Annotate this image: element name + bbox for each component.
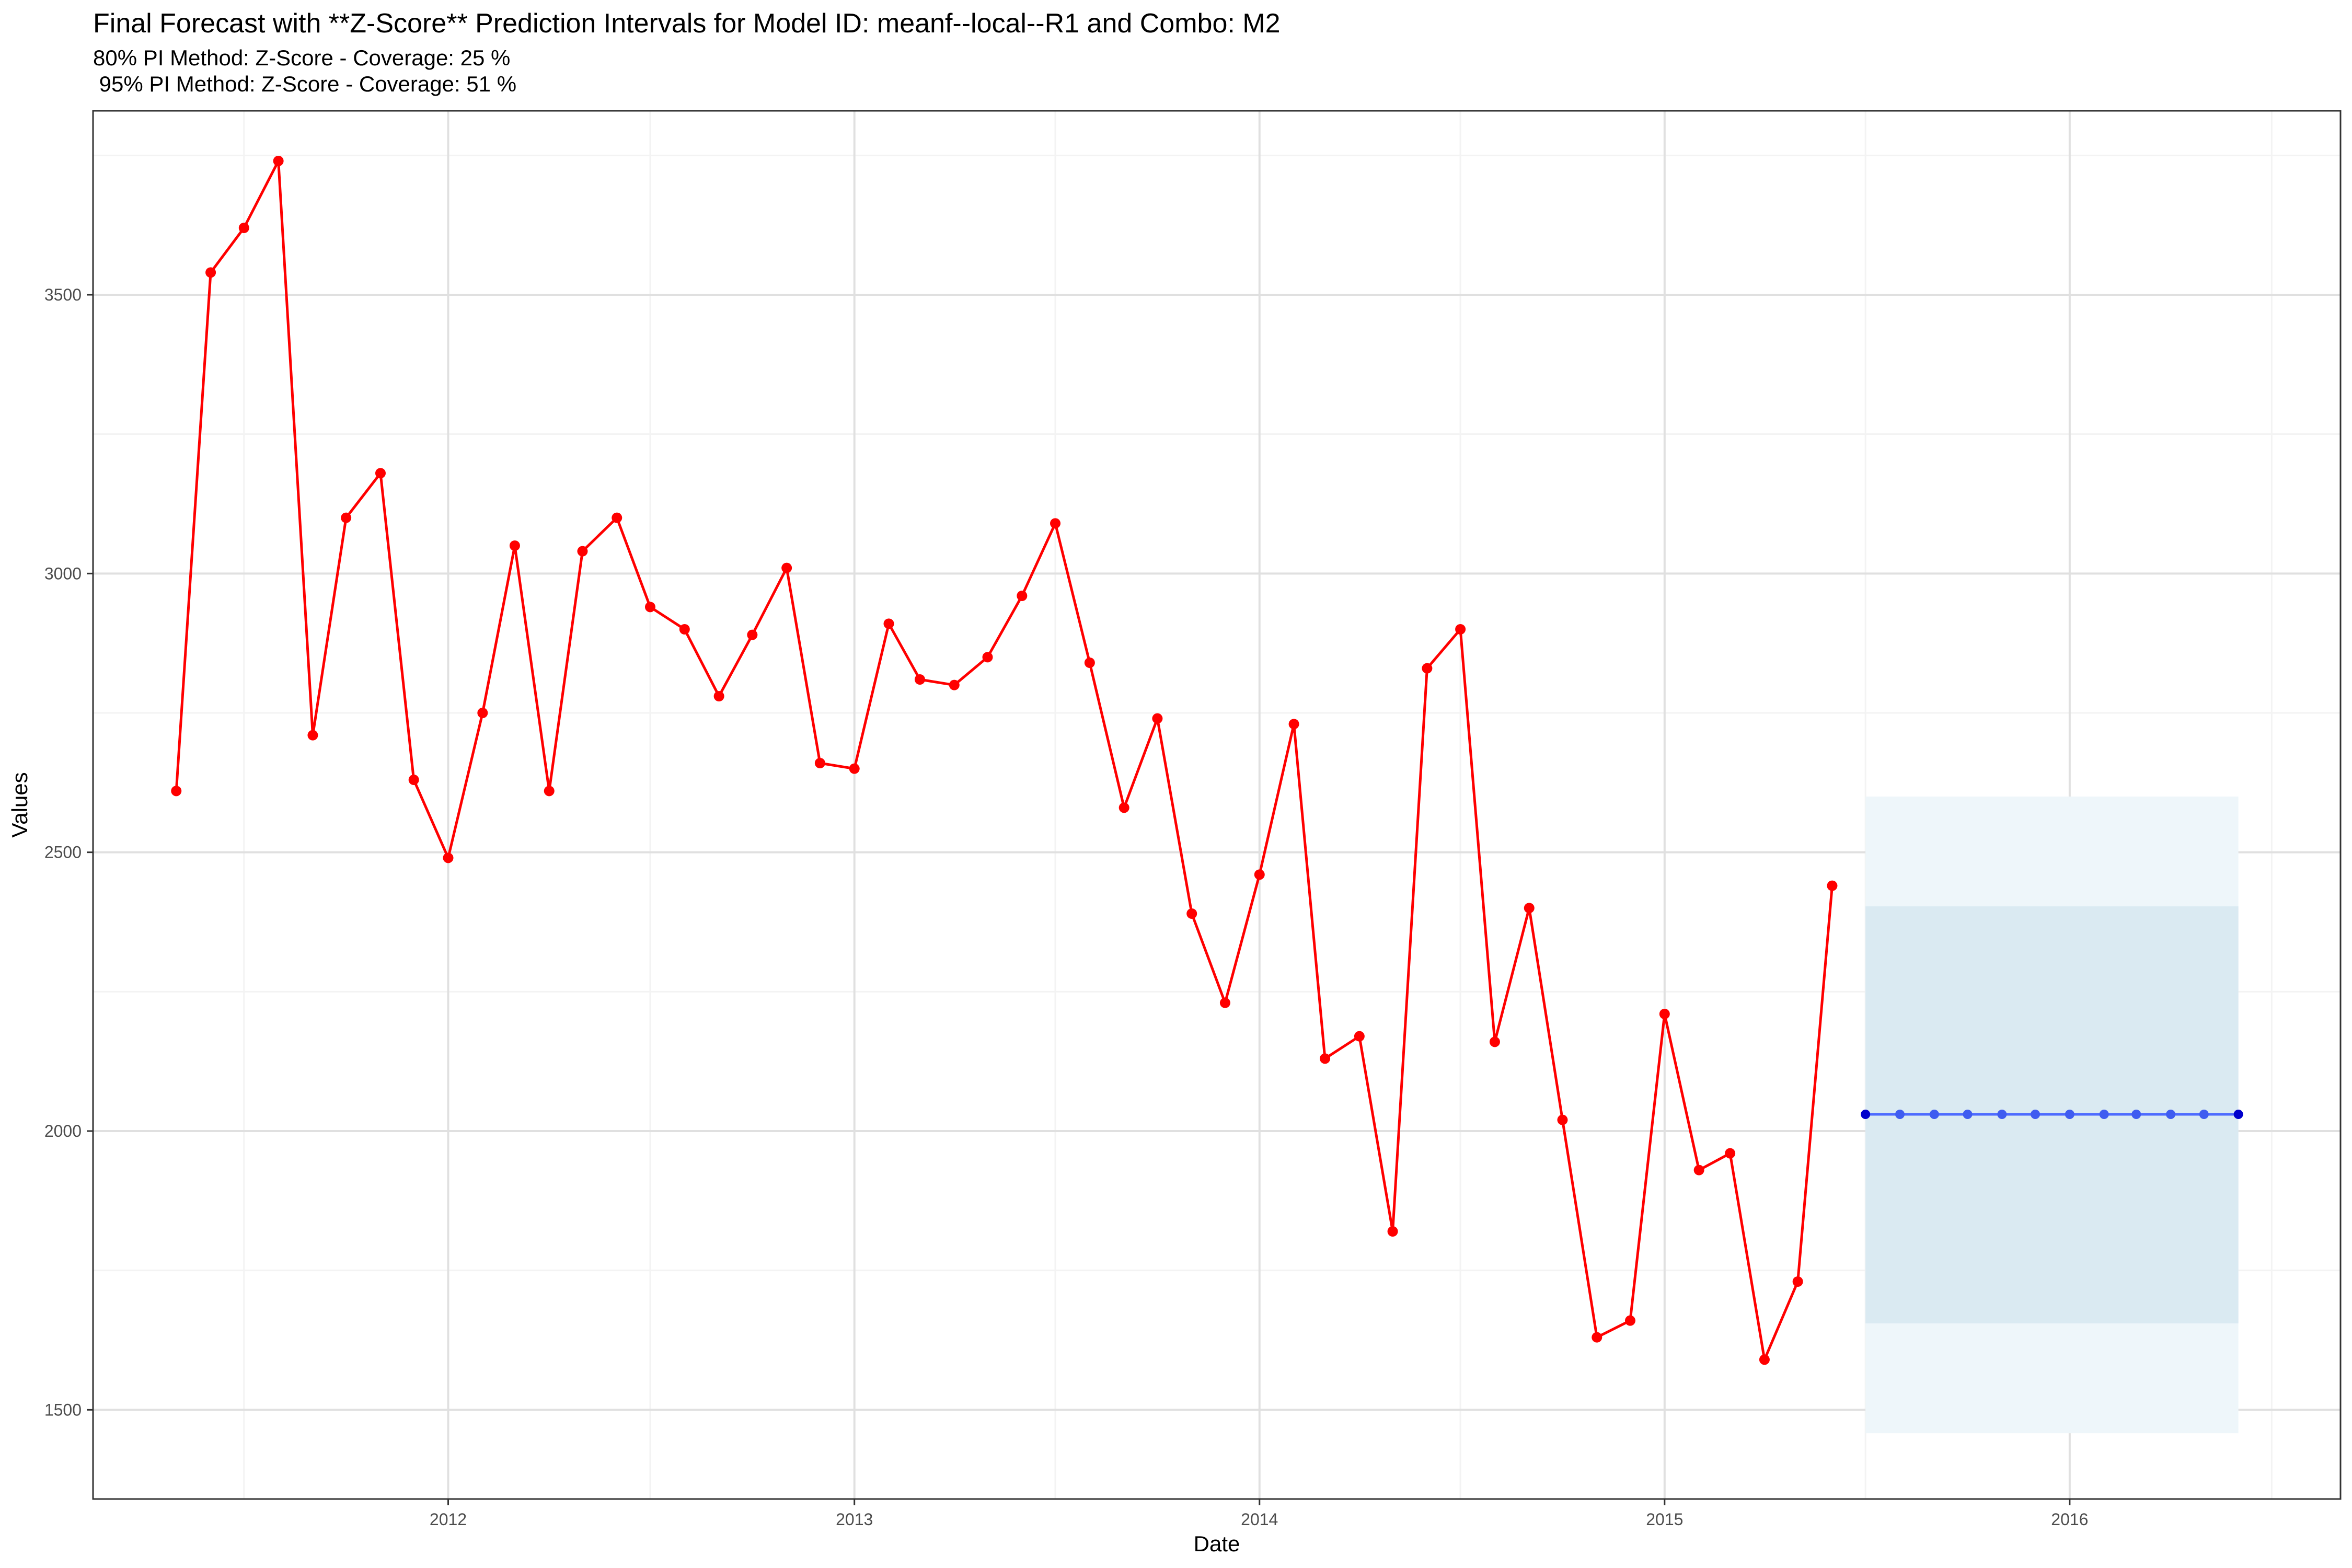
line-layer (175, 159, 2239, 1361)
forecast-point (2166, 1110, 2176, 1119)
y-tick-label: 2500 (44, 843, 82, 862)
actual-point (814, 758, 825, 768)
actual-point (1422, 663, 1433, 674)
actual-point (1354, 1031, 1365, 1042)
actual-point (1489, 1036, 1500, 1047)
actual-point (1084, 658, 1095, 668)
actual-point (949, 679, 960, 690)
x-tick-label: 2012 (430, 1510, 467, 1529)
actual-point (1659, 1009, 1670, 1019)
actual-point (509, 540, 520, 551)
actual-point (1186, 908, 1197, 919)
y-tick-label: 1500 (44, 1400, 82, 1419)
actual-point (883, 618, 894, 629)
actual-point (408, 775, 419, 785)
actual-point (1759, 1354, 1770, 1365)
actual-point (612, 512, 622, 523)
actual-point (1455, 624, 1466, 635)
actual-point (1524, 903, 1535, 914)
actual-point (1792, 1276, 1803, 1287)
actual-point (747, 629, 758, 640)
actual-point (1219, 997, 1230, 1008)
actual-point (1254, 869, 1265, 880)
x-axis-title: Date (1194, 1531, 1240, 1556)
actual-point (1693, 1165, 1704, 1175)
y-tick-label: 3500 (44, 285, 82, 304)
actual-point (1387, 1226, 1398, 1237)
actual-point (205, 267, 216, 278)
actual-point (1119, 802, 1129, 813)
actual-point (1152, 713, 1163, 724)
forecast-point (2233, 1110, 2243, 1119)
actual-point (238, 223, 249, 233)
actual-point (307, 730, 318, 741)
actual-point (544, 786, 555, 797)
y-tick-label: 2000 (44, 1122, 82, 1140)
forecast-point (1861, 1110, 1871, 1119)
actual-point (644, 602, 655, 613)
forecast-point (2199, 1110, 2209, 1119)
actual-point (1624, 1315, 1635, 1326)
actual-point (713, 691, 724, 701)
plot-panel-border (92, 110, 2342, 1500)
x-axis-ticks: 2012 2013 2014 2015 2016 (430, 1499, 2088, 1529)
chart-subtitle-line2: 95% PI Method: Z-Score - Coverage: 51 % (93, 72, 516, 96)
actual-point (781, 562, 792, 573)
actual-point (443, 852, 454, 863)
forecast-point (1963, 1110, 1973, 1119)
forecast-point (1929, 1110, 1939, 1119)
grid-layer (93, 111, 2341, 1499)
actual-point (171, 786, 182, 797)
actual-point (1320, 1053, 1331, 1064)
forecast-point (2031, 1110, 2040, 1119)
actual-point (849, 763, 860, 774)
actual-point (375, 468, 386, 479)
actual-point (1050, 518, 1061, 529)
y-axis-ticks: 1500 2000 2500 3000 3500 (44, 285, 93, 1419)
point-layer (171, 156, 2243, 1365)
actual-point (1557, 1114, 1568, 1125)
actual-point (1725, 1148, 1736, 1159)
forecast-point (2065, 1110, 2074, 1119)
actual-point (477, 708, 488, 718)
x-tick-label: 2014 (1241, 1510, 1278, 1529)
forecast-point (1895, 1110, 1905, 1119)
actual-point (273, 156, 284, 166)
actual-point (577, 546, 588, 557)
actual-series-line (175, 159, 1834, 1361)
y-axis-title: Values (7, 772, 32, 837)
x-tick-label: 2013 (836, 1510, 873, 1529)
chart-subtitle-line1: 80% PI Method: Z-Score - Coverage: 25 % (93, 45, 510, 70)
x-tick-label: 2016 (2051, 1510, 2088, 1529)
forecast-point (2131, 1110, 2141, 1119)
actual-point (679, 624, 690, 635)
actual-point (982, 652, 993, 663)
actual-point (1827, 880, 1838, 891)
forecast-point (2099, 1110, 2109, 1119)
x-tick-label: 2015 (1646, 1510, 1683, 1529)
actual-point (1592, 1332, 1602, 1343)
actual-point (914, 674, 925, 685)
actual-point (341, 512, 352, 523)
chart-title: Final Forecast with **Z-Score** Predicti… (93, 8, 1281, 39)
forecast-point (1997, 1110, 2007, 1119)
actual-point (1288, 719, 1299, 730)
y-tick-label: 3000 (44, 564, 82, 583)
actual-point (1017, 591, 1028, 601)
